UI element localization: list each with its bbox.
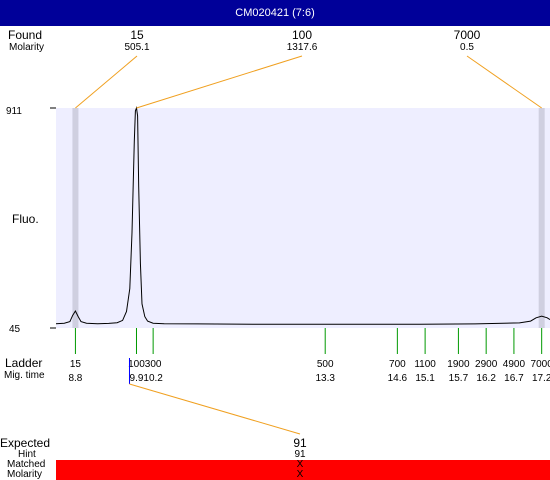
found-peak-size: 15 bbox=[130, 28, 144, 42]
ladder-size-label: 2900 bbox=[475, 359, 498, 370]
found-peak-size: 100 bbox=[291, 28, 313, 42]
ladder-time-label: 15.1 bbox=[415, 373, 435, 384]
window-title-bar: CM020421 (7:6) bbox=[0, 0, 550, 26]
ladder-time-label: 15.7 bbox=[449, 373, 469, 384]
y-min-value: 45 bbox=[9, 324, 21, 335]
hint-value: 91 bbox=[294, 449, 306, 460]
ladder-size-label: 100 bbox=[128, 359, 145, 370]
expected-connector bbox=[129, 383, 301, 435]
found-peak-molarity: 0.5 bbox=[460, 42, 474, 53]
ladder-size-label: 4900 bbox=[503, 359, 526, 370]
molarity-label: Molarity bbox=[9, 42, 45, 53]
fluo-axis-label: Fluo. bbox=[12, 212, 39, 226]
ladder-size-label: 1100 bbox=[414, 359, 436, 370]
matched-label: Matched bbox=[7, 459, 46, 470]
expected-label: Expected bbox=[0, 436, 51, 450]
found-peak-molarity: 505.1 bbox=[124, 42, 150, 53]
ladder-size-label: 7000 bbox=[531, 359, 550, 370]
fluorescence-trace bbox=[55, 106, 550, 325]
molarity-bottom-label: Molarity bbox=[7, 469, 43, 480]
ladder-size-label: 15 bbox=[70, 359, 82, 370]
ladder-time-label: 16.7 bbox=[504, 373, 524, 384]
ladder-label: Ladder bbox=[5, 356, 43, 370]
hint-label: Hint bbox=[18, 449, 36, 460]
ladder-time-label: 17.2 bbox=[532, 373, 550, 384]
found-label: Found bbox=[8, 28, 43, 42]
ladder-time-label: 16.2 bbox=[476, 373, 496, 384]
ladder-time-label: 8.8 bbox=[68, 373, 82, 384]
found-peak-connector bbox=[75, 55, 138, 109]
ladder-size-label: 500 bbox=[317, 359, 334, 370]
found-peak-connector bbox=[136, 55, 303, 109]
found-peak-connector bbox=[466, 55, 542, 109]
y-max-value: 911 bbox=[6, 106, 22, 117]
ladder-size-label: 1900 bbox=[447, 359, 470, 370]
ladder-time-label: 13.3 bbox=[315, 373, 335, 384]
match-alert-bar bbox=[56, 460, 550, 480]
y-min-label: 45 bbox=[9, 324, 20, 335]
ladder-time-label: 9.9 bbox=[130, 373, 144, 384]
found-peak-size: 7000 bbox=[453, 28, 481, 42]
marker-band bbox=[72, 108, 79, 328]
plot-area bbox=[56, 108, 550, 328]
window-title: CM020421 (7:6) bbox=[235, 7, 315, 19]
ladder-size-label: 700 bbox=[389, 359, 406, 370]
mig-time-label: Mig. time bbox=[4, 370, 45, 381]
molarity-value: X bbox=[296, 469, 304, 480]
found-peak-molarity: 1317.6 bbox=[286, 42, 318, 53]
matched-value: X bbox=[296, 459, 304, 470]
ladder-size-label: 300 bbox=[145, 359, 162, 370]
ladder-time-label: 14.6 bbox=[388, 373, 408, 384]
y-max-label: 911 bbox=[6, 106, 22, 117]
marker-band bbox=[538, 108, 545, 328]
ladder-time-label: 10.2 bbox=[143, 373, 163, 384]
expected-size: 91 bbox=[293, 436, 307, 450]
